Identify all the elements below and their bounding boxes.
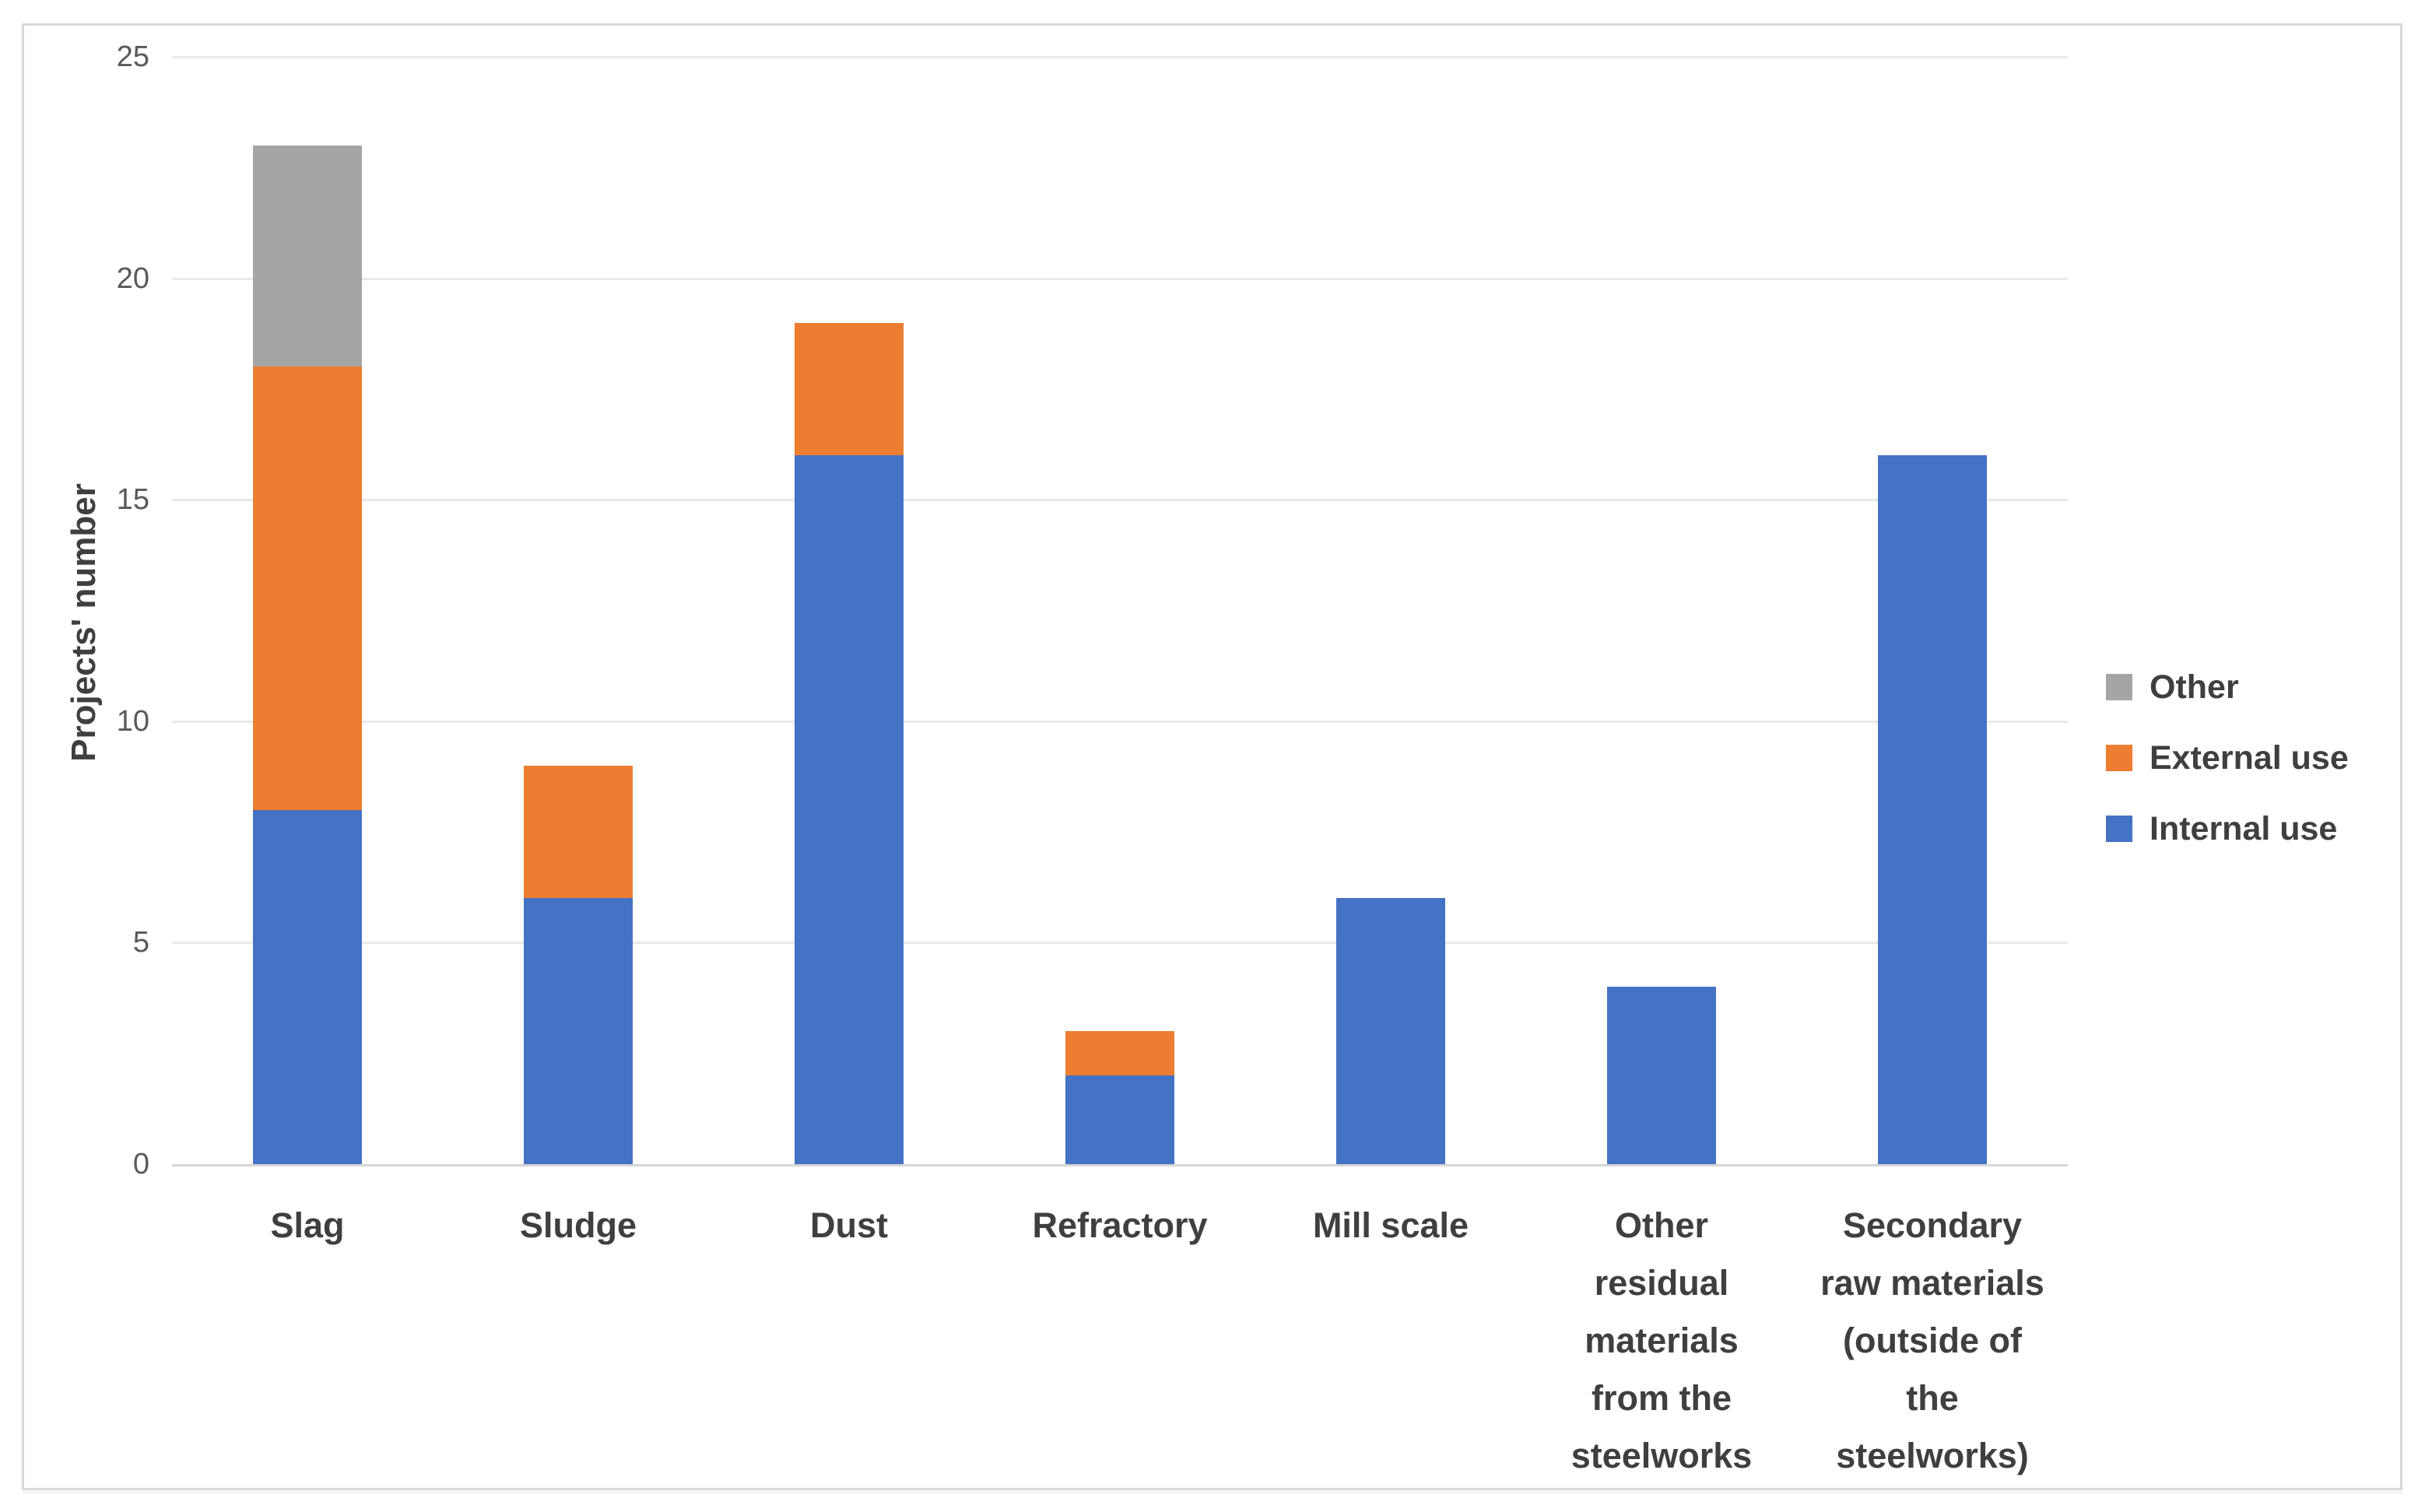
bar-slag-internal-use — [253, 809, 362, 1164]
legend-item-other: Other — [2106, 668, 2349, 706]
legend-swatch-external-use — [2106, 745, 2132, 771]
legend-label-external-use: External use — [2150, 739, 2349, 777]
y-tick-label-20: 20 — [116, 261, 149, 295]
bar-refractory-external-use — [1065, 1031, 1174, 1076]
x-category-label-sludge: Sludge — [519, 1205, 637, 1245]
legend-label-other: Other — [2150, 668, 2239, 706]
bar-other-residual-materials-from-the-steelworks-internal-use — [1607, 987, 1716, 1164]
x-category-label-refractory: Refractory — [1032, 1205, 1208, 1245]
y-tick-label-15: 15 — [116, 483, 149, 517]
gridline-y-5 — [172, 942, 2068, 945]
bar-dust-internal-use — [795, 455, 904, 1164]
bar-secondary-raw-materials-outside-of-the-steelworks-internal-use — [1878, 455, 1987, 1164]
legend-item-internal-use: Internal use — [2106, 810, 2349, 847]
bar-mill-scale-internal-use — [1336, 898, 1445, 1164]
y-tick-label-10: 10 — [116, 704, 149, 738]
x-axis-line — [172, 1164, 2068, 1166]
x-category-label-slag: Slag — [270, 1205, 345, 1245]
y-tick-label-5: 5 — [132, 926, 149, 959]
x-category-label-mill-scale: Mill scale — [1312, 1205, 1469, 1245]
bar-slag-other — [253, 145, 362, 367]
x-category-label-secondary-raw-materials-outside-of-the-steelworks: Secondary raw materials (outside of the … — [1820, 1205, 2044, 1475]
gridline-y-20 — [172, 277, 2068, 280]
bar-slag-external-use — [253, 367, 362, 810]
y-tick-label-25: 25 — [116, 40, 149, 73]
legend-swatch-internal-use — [2106, 816, 2132, 842]
legend-swatch-other — [2106, 674, 2132, 700]
y-axis-title: Projects' number — [65, 483, 103, 762]
legend-label-internal-use: Internal use — [2150, 810, 2338, 847]
bar-sludge-external-use — [524, 765, 633, 899]
legend: Other External use Internal use — [2106, 668, 2349, 847]
gridline-y-25 — [172, 56, 2068, 58]
legend-item-external-use: External use — [2106, 739, 2349, 777]
bar-refractory-internal-use — [1065, 1075, 1174, 1164]
x-category-label-other-residual-materials-from-the-steelworks: Other residual materials from the steelw… — [1570, 1205, 1753, 1475]
bar-dust-external-use — [795, 322, 904, 456]
y-tick-label-0: 0 — [132, 1148, 149, 1180]
gridline-y-15 — [172, 499, 2068, 502]
gridline-y-10 — [172, 720, 2068, 723]
figure-border — [22, 23, 2402, 1490]
x-category-label-dust: Dust — [810, 1205, 888, 1245]
bar-sludge-internal-use — [524, 898, 633, 1164]
